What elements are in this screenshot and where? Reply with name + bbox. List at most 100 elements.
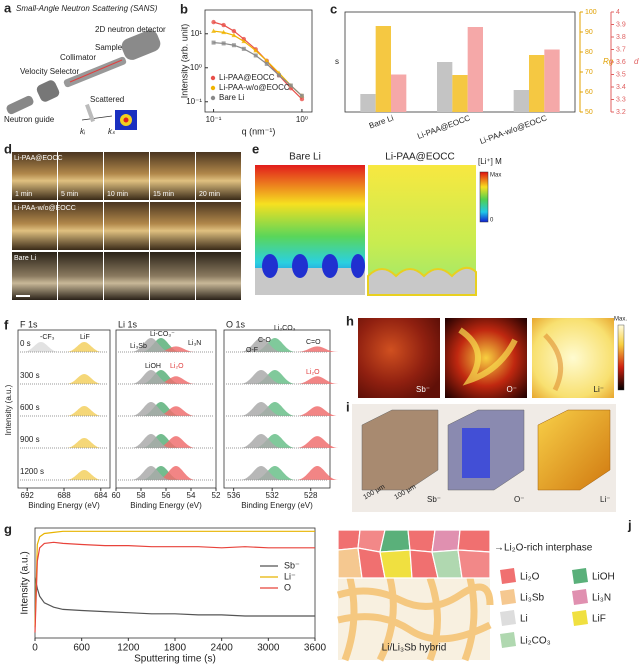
peak: [65, 438, 103, 448]
axis-title: Rg: [603, 57, 614, 66]
peak: [156, 376, 196, 384]
point: [276, 73, 281, 78]
time-label: 20 min: [199, 191, 220, 198]
label: kᵢ: [80, 127, 86, 136]
panel-label: j: [627, 517, 632, 532]
y-tick-label: 3.8: [616, 34, 626, 41]
axis-title: Intensity (arb. unit): [179, 24, 189, 99]
interphase-schematic: [336, 529, 588, 662]
y-tick-label: 10⁻¹: [186, 97, 202, 106]
label: Collimator: [60, 53, 96, 62]
panel-label: e: [252, 141, 259, 156]
peak: [131, 338, 171, 352]
peak: [296, 436, 339, 448]
x-tick-label: 54: [187, 491, 196, 500]
photo: [58, 202, 103, 250]
y-tick-label: 3.5: [616, 71, 626, 78]
map-label: Li⁻: [600, 495, 610, 504]
panel-label: d: [4, 141, 12, 156]
peak: [239, 370, 283, 384]
legend-label: Li₂CO₃: [520, 636, 551, 647]
y-tick-label: 3.4: [616, 84, 626, 91]
beam: [69, 59, 123, 83]
bar: [544, 49, 560, 112]
label: Sample: [95, 43, 123, 52]
point: [231, 28, 237, 34]
map-label: Sb⁻: [416, 385, 430, 394]
label: Max: [490, 173, 501, 179]
label: [Li⁺] M: [478, 157, 502, 166]
photo: [12, 252, 57, 300]
spectrum-title: F 1s: [20, 319, 38, 329]
peak: [239, 466, 283, 480]
y-tick-label: 100: [585, 9, 597, 16]
annotation: Li₂O: [170, 363, 184, 370]
legend-label: Li-PAA@EOCC: [219, 73, 275, 82]
legend-marker: [210, 95, 216, 101]
annotation: -CF₃: [40, 334, 55, 341]
map-label: Li⁻: [594, 385, 604, 394]
spectrum-title: O 1s: [226, 319, 246, 329]
peak: [156, 436, 196, 448]
simulation: [255, 165, 489, 296]
axis-title: Binding Energy (eV): [130, 501, 202, 510]
bar: [452, 75, 468, 112]
annotation: Li₃N: [188, 340, 201, 347]
spectrum-title: Li 1s: [118, 319, 138, 329]
axis-title: q (nm⁻¹): [242, 126, 276, 136]
legend-label: Li: [520, 614, 528, 625]
line: [34, 530, 315, 628]
point: [264, 58, 270, 63]
axis-frame: [223, 329, 331, 489]
x-tick-label: 536: [227, 491, 241, 500]
peak: [65, 406, 103, 416]
point: [231, 32, 237, 38]
photo: [104, 252, 149, 300]
annotation: Li₂CO₃: [274, 325, 296, 332]
label: Li-PAA@EOCC: [385, 152, 454, 163]
y-tick-label: 3.2: [616, 109, 626, 116]
y-tick-label: 3.7: [616, 46, 626, 53]
photo: [150, 152, 195, 200]
panel-label: f: [4, 317, 9, 332]
time-label: 0 s: [20, 339, 31, 348]
point: [211, 40, 216, 45]
axis-title: Binding Energy (eV): [241, 501, 313, 510]
photo: [58, 152, 103, 200]
tof-maps: [358, 318, 625, 398]
point: [299, 93, 304, 98]
photo: [104, 152, 149, 200]
label: 2D neutron detector: [95, 25, 166, 34]
x-tick-label: 684: [94, 491, 108, 500]
x-tick-label: 692: [21, 491, 35, 500]
point: [221, 29, 227, 35]
label: Velocity Selector: [20, 67, 79, 76]
legend-label: Li₂O: [520, 572, 540, 583]
point: [231, 43, 236, 48]
annotation: C-O: [258, 337, 271, 344]
point: [211, 19, 216, 25]
label: Bare Li: [289, 152, 321, 163]
peak: [131, 434, 171, 448]
x-tick-label: 2400: [211, 643, 234, 654]
x-tick-label: 10⁰: [296, 115, 308, 124]
annotation: Li₂O: [306, 369, 320, 376]
axis-title: Intensity (a.u.): [20, 551, 31, 614]
x-tick-label: 56: [162, 491, 171, 500]
y-tick-label: 3.9: [616, 21, 626, 28]
point: [253, 53, 258, 58]
annotation: LiOH: [145, 363, 161, 370]
annotation: O-F: [246, 347, 258, 354]
bar: [437, 62, 453, 112]
x-tick-label: Li-PAA-w/o@EOCC: [479, 113, 549, 146]
map-label: Sb⁻: [427, 495, 441, 504]
legend-label: LiF: [592, 614, 606, 625]
time-label: 900 s: [20, 435, 40, 444]
label: →Li₂O-rich interphase: [494, 543, 593, 554]
annotation: Li₃Sb: [130, 343, 147, 350]
line: [34, 577, 315, 617]
row-label: Bare Li: [14, 255, 37, 262]
annotation: LiF: [80, 334, 90, 341]
time-label: 1200 s: [20, 467, 44, 476]
